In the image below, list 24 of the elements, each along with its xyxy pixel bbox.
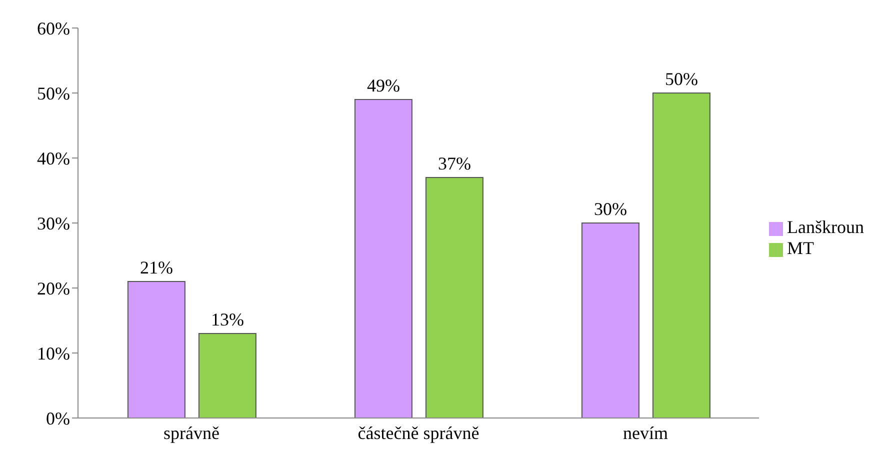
data-label: 30% [594, 199, 627, 219]
y-tick-label: 60% [37, 18, 70, 38]
bar [581, 222, 640, 418]
legend-label: MT [787, 238, 814, 258]
y-tick-label: 20% [37, 278, 70, 298]
bar [652, 92, 710, 418]
bar [425, 177, 484, 418]
data-label: 21% [140, 258, 173, 278]
y-tick-label: 30% [37, 213, 70, 234]
data-label: 37% [438, 154, 471, 174]
y-tick-label: 0% [46, 408, 70, 428]
y-tick-label: 50% [37, 83, 70, 104]
y-tick-label: 40% [37, 148, 70, 168]
bar [127, 281, 186, 418]
legend-label: Lanškroun [787, 217, 864, 237]
bar [198, 333, 256, 418]
data-label: 50% [664, 69, 698, 89]
x-tick-label: částečně správně [358, 422, 480, 443]
x-tick-label: nevím [623, 422, 668, 443]
data-label: 13% [210, 310, 244, 330]
x-tick-label: správně [164, 422, 220, 443]
y-tick-label: 10% [37, 343, 70, 364]
data-label: 49% [366, 76, 400, 96]
bar [354, 99, 412, 418]
